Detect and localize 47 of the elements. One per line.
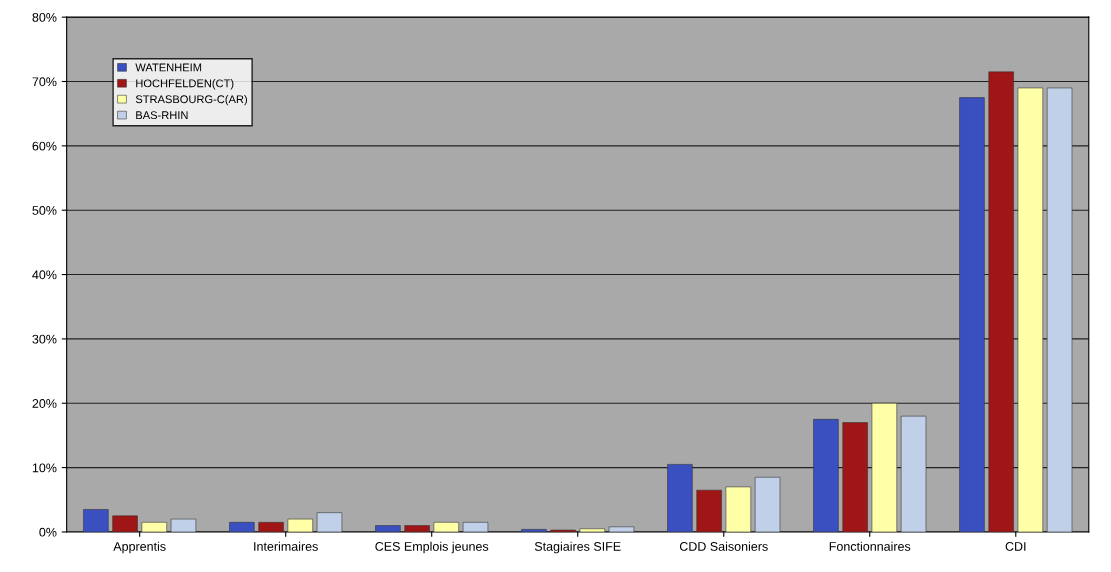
bar <box>1046 87 1073 532</box>
bar <box>667 464 693 532</box>
y-tick-label: 60% <box>32 141 57 151</box>
y-tick-label: 0% <box>39 527 57 537</box>
legend-label: WATENHEIM <box>135 63 202 72</box>
bar <box>316 512 343 532</box>
bar <box>959 97 985 532</box>
bar <box>83 509 109 532</box>
bar <box>871 402 898 532</box>
bar <box>141 522 167 532</box>
bar <box>258 522 284 532</box>
bar <box>725 486 752 532</box>
x-tick-label: Stagiaires SIFE <box>534 541 621 554</box>
y-tick-label: 70% <box>32 77 57 87</box>
bar <box>696 489 722 532</box>
bar <box>1017 87 1044 532</box>
x-tick-label: CES Emplois jeunes <box>375 541 489 554</box>
bar <box>462 522 489 532</box>
bar <box>813 419 839 532</box>
x-tick-label: Interimaires <box>254 541 318 551</box>
legend-label: STRASBOURG-C(AR) <box>135 95 247 106</box>
bar <box>170 518 197 532</box>
bar <box>900 415 927 532</box>
bar <box>842 422 868 532</box>
legend-label: BAS-RHIN <box>136 111 188 120</box>
y-tick-label: 80% <box>32 12 57 22</box>
x-tick-label: CDD Saisoniers <box>679 541 768 551</box>
bar <box>988 71 1014 532</box>
bar <box>112 515 138 532</box>
bar <box>404 525 430 532</box>
x-tick-label: Apprentis <box>113 541 166 554</box>
y-tick-label: 50% <box>32 206 57 215</box>
bar <box>754 476 781 532</box>
x-tick-label: Fonctionnaires <box>829 541 911 551</box>
y-tick-label: 10% <box>32 463 57 473</box>
bar <box>375 525 401 532</box>
y-tick-label: 20% <box>32 399 57 408</box>
bar <box>521 529 547 532</box>
bar <box>433 522 459 532</box>
bar <box>608 526 635 532</box>
bar <box>229 522 255 532</box>
bar <box>287 518 313 532</box>
y-tick-label: 30% <box>32 334 57 344</box>
bar <box>579 528 606 532</box>
x-tick-label: CDI <box>1005 542 1026 551</box>
y-tick-label: 40% <box>32 270 57 280</box>
legend-label: HOCHFELDEN(CT) <box>136 79 234 90</box>
